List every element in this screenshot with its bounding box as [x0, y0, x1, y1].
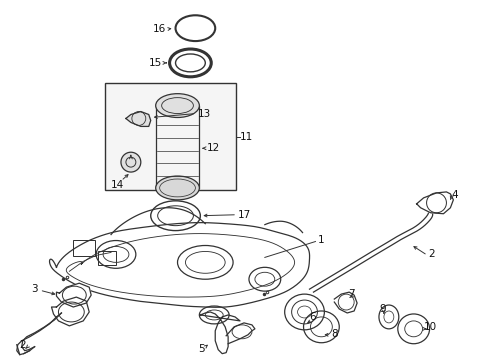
- Polygon shape: [225, 323, 254, 344]
- Text: 9: 9: [378, 304, 385, 314]
- Text: 15: 15: [148, 58, 162, 68]
- Ellipse shape: [155, 94, 199, 117]
- Text: 7: 7: [347, 289, 354, 299]
- Bar: [105, 83, 236, 190]
- Text: 17: 17: [238, 210, 251, 220]
- Text: 14: 14: [111, 180, 124, 190]
- Bar: [98, 251, 116, 265]
- Ellipse shape: [155, 176, 199, 200]
- Text: 5: 5: [198, 344, 204, 354]
- Text: 6: 6: [309, 312, 315, 322]
- Text: 8: 8: [331, 329, 337, 339]
- Polygon shape: [200, 312, 240, 354]
- Text: 13: 13: [197, 108, 210, 118]
- Polygon shape: [126, 112, 150, 126]
- Bar: [73, 239, 95, 256]
- Polygon shape: [51, 297, 89, 326]
- Text: 2: 2: [20, 340, 26, 350]
- Polygon shape: [334, 292, 356, 313]
- Text: 2: 2: [427, 249, 434, 260]
- Text: 11: 11: [240, 132, 253, 142]
- Text: 4: 4: [450, 190, 457, 200]
- Polygon shape: [56, 283, 91, 307]
- Text: 16: 16: [152, 24, 165, 34]
- Polygon shape: [416, 192, 452, 214]
- Text: 3: 3: [32, 284, 38, 294]
- Text: 1: 1: [317, 234, 324, 244]
- Ellipse shape: [121, 152, 141, 172]
- Text: 12: 12: [207, 143, 220, 153]
- Text: 10: 10: [423, 322, 436, 332]
